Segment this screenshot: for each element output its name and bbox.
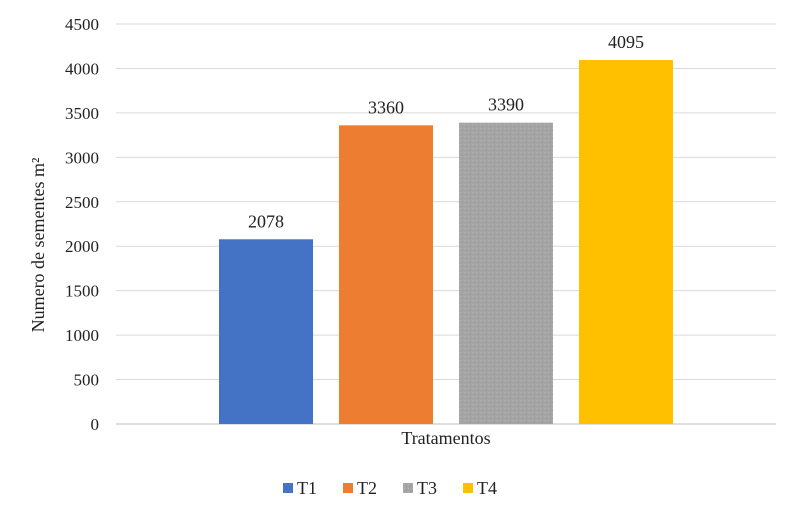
y-axis-ticks: 0 500 1000 1500 2000 2500 3000 3500 4000 4500 [65, 15, 99, 434]
y-tick-label: 1000 [65, 326, 99, 345]
gridlines [116, 23, 776, 425]
data-label-t3: 3390 [488, 95, 524, 115]
y-tick-label: 2500 [65, 193, 99, 212]
legend: T1 T2 T3 T4 [283, 478, 497, 498]
bar-t3 [459, 122, 553, 425]
y-tick-label: 3500 [65, 104, 99, 123]
legend-swatch-t4 [463, 483, 473, 493]
x-axis-title: Tratamentos [401, 428, 490, 448]
bar-t2 [339, 125, 433, 424]
legend-label-t3: T3 [417, 478, 437, 498]
legend-swatch-t1 [283, 483, 293, 493]
y-tick-label: 1500 [65, 282, 99, 301]
data-label-t4: 4095 [608, 32, 644, 52]
bar-t1 [219, 239, 313, 424]
bar-t4 [579, 60, 673, 424]
y-tick-label: 4500 [65, 15, 99, 34]
y-tick-label: 500 [74, 371, 100, 390]
y-tick-label: 4000 [65, 59, 99, 78]
data-label-t2: 3360 [368, 97, 404, 117]
y-tick-label: 0 [91, 415, 100, 434]
legend-swatch-t3 [403, 483, 413, 493]
y-tick-label: 3000 [65, 148, 99, 167]
legend-label-t4: T4 [477, 478, 497, 498]
legend-swatch-t2 [343, 483, 353, 493]
y-axis-title: Numero de sementes m² [28, 158, 48, 333]
y-tick-label: 2000 [65, 237, 99, 256]
legend-label-t2: T2 [357, 478, 377, 498]
data-label-t1: 2078 [248, 211, 284, 231]
bars [219, 60, 673, 425]
legend-label-t1: T1 [297, 478, 317, 498]
data-labels: 2078 3360 3390 4095 [248, 32, 644, 231]
